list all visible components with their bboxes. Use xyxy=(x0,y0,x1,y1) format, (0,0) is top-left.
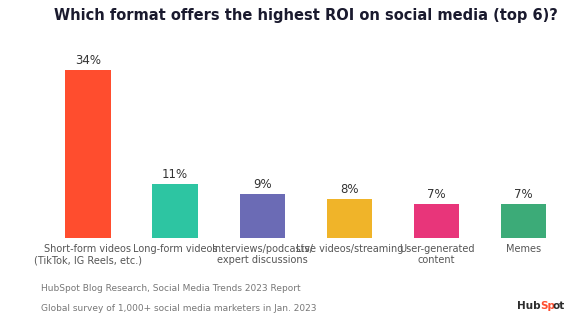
Text: HubSpot Blog Research, Social Media Trends 2023 Report: HubSpot Blog Research, Social Media Tren… xyxy=(41,284,301,293)
Text: Sp: Sp xyxy=(540,301,555,311)
Bar xyxy=(65,70,111,238)
Text: 9%: 9% xyxy=(253,178,272,191)
Text: Global survey of 1,000+ social media marketers in Jan. 2023: Global survey of 1,000+ social media mar… xyxy=(41,304,317,313)
Text: 8%: 8% xyxy=(340,183,359,196)
Bar xyxy=(501,204,546,238)
Text: 7%: 7% xyxy=(514,188,533,201)
Bar xyxy=(414,204,459,238)
Bar xyxy=(152,184,198,238)
Text: Hub: Hub xyxy=(517,301,541,311)
Text: ot: ot xyxy=(553,301,565,311)
Bar xyxy=(239,194,285,238)
Text: 7%: 7% xyxy=(427,188,446,201)
Text: 34%: 34% xyxy=(75,54,101,67)
Bar xyxy=(327,199,372,238)
Text: 11%: 11% xyxy=(162,168,188,181)
Title: Which format offers the highest ROI on social media (top 6)?: Which format offers the highest ROI on s… xyxy=(54,8,557,23)
